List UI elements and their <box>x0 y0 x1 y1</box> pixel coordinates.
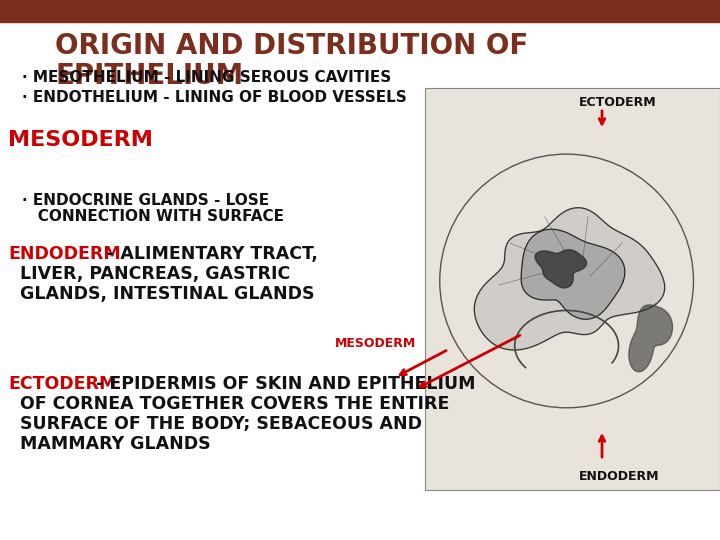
Text: · MESOTHELIUM - LINING SEROUS CAVITIES: · MESOTHELIUM - LINING SEROUS CAVITIES <box>22 70 391 85</box>
Polygon shape <box>521 230 625 319</box>
Text: ENDODERM: ENDODERM <box>8 245 121 263</box>
Text: GLANDS, INTESTINAL GLANDS: GLANDS, INTESTINAL GLANDS <box>8 285 315 303</box>
Polygon shape <box>629 305 672 372</box>
Text: · ENDOCRINE GLANDS - LOSE: · ENDOCRINE GLANDS - LOSE <box>22 193 269 208</box>
Text: MESODERM: MESODERM <box>335 338 416 350</box>
Bar <box>425 88 720 490</box>
Text: ENDODERM: ENDODERM <box>578 470 659 483</box>
Text: - ALIMENTARY TRACT,: - ALIMENTARY TRACT, <box>101 245 318 263</box>
Bar <box>0 0 720 22</box>
Text: - EPIDERMIS OF SKIN AND EPITHELIUM: - EPIDERMIS OF SKIN AND EPITHELIUM <box>90 375 475 393</box>
Polygon shape <box>535 249 587 288</box>
Text: CONNECTION WITH SURFACE: CONNECTION WITH SURFACE <box>22 209 284 224</box>
Text: ORIGIN AND DISTRIBUTION OF: ORIGIN AND DISTRIBUTION OF <box>55 32 528 60</box>
Text: MAMMARY GLANDS: MAMMARY GLANDS <box>8 435 211 453</box>
Text: EPITHELIUM: EPITHELIUM <box>55 62 243 90</box>
Text: · ENDOTHELIUM - LINING OF BLOOD VESSELS: · ENDOTHELIUM - LINING OF BLOOD VESSELS <box>22 90 407 105</box>
Text: SURFACE OF THE BODY; SEBACEOUS AND: SURFACE OF THE BODY; SEBACEOUS AND <box>8 415 422 433</box>
Text: ECTODERM: ECTODERM <box>578 96 656 109</box>
Polygon shape <box>474 208 665 350</box>
Text: ECTODERM: ECTODERM <box>8 375 117 393</box>
Text: LIVER, PANCREAS, GASTRIC: LIVER, PANCREAS, GASTRIC <box>8 265 290 283</box>
Text: OF CORNEA TOGETHER COVERS THE ENTIRE: OF CORNEA TOGETHER COVERS THE ENTIRE <box>8 395 449 413</box>
Text: MESODERM: MESODERM <box>8 130 153 150</box>
